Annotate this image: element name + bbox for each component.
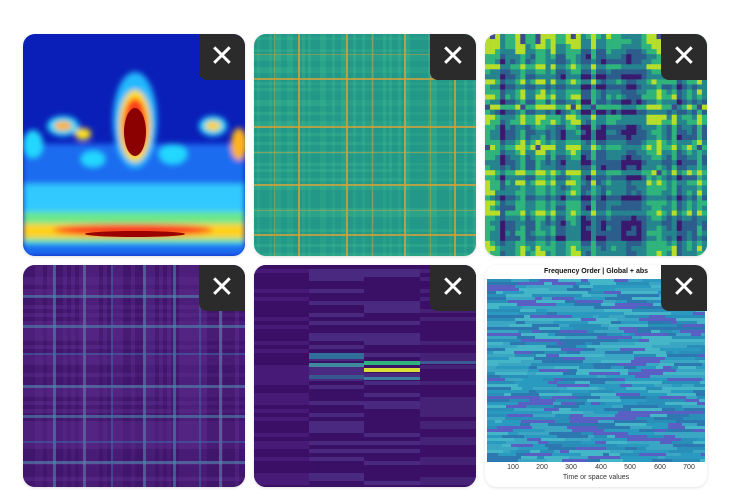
close-button[interactable]: ✕ — [199, 34, 245, 80]
plot-title: Frequency Order | Global + abs — [543, 268, 649, 275]
image-tile-4[interactable]: ✕ — [23, 265, 245, 487]
x-tick-label: 400 — [595, 464, 607, 471]
plot-x-axis-label: Time or space values — [562, 474, 630, 481]
x-tick-label: 300 — [565, 464, 577, 471]
x-tick-label: 100 — [507, 464, 519, 471]
close-button[interactable]: ✕ — [661, 34, 707, 80]
purple-plaid-matrix-image — [23, 265, 245, 487]
image-tile-3[interactable]: ✕ — [485, 34, 707, 256]
x-tick-label: 200 — [536, 464, 548, 471]
image-tile-1[interactable]: ✕ — [23, 34, 245, 256]
x-tick-label: 700 — [683, 464, 695, 471]
close-icon: ✕ — [209, 270, 235, 305]
close-icon: ✕ — [440, 39, 466, 74]
close-icon: ✕ — [209, 39, 235, 74]
close-button[interactable]: ✕ — [661, 265, 707, 311]
close-button[interactable]: ✕ — [199, 265, 245, 311]
x-tick-label: 500 — [624, 464, 636, 471]
image-tile-2[interactable]: ✕ — [254, 34, 476, 256]
image-tile-6[interactable]: Frequency Order | Global + abs 100 200 3… — [485, 265, 707, 487]
image-tile-5[interactable]: ✕ — [254, 265, 476, 487]
x-tick-label: 600 — [654, 464, 666, 471]
close-button[interactable]: ✕ — [430, 34, 476, 80]
close-button[interactable]: ✕ — [430, 265, 476, 311]
close-icon: ✕ — [671, 270, 697, 305]
close-icon: ✕ — [671, 39, 697, 74]
close-icon: ✕ — [440, 270, 466, 305]
